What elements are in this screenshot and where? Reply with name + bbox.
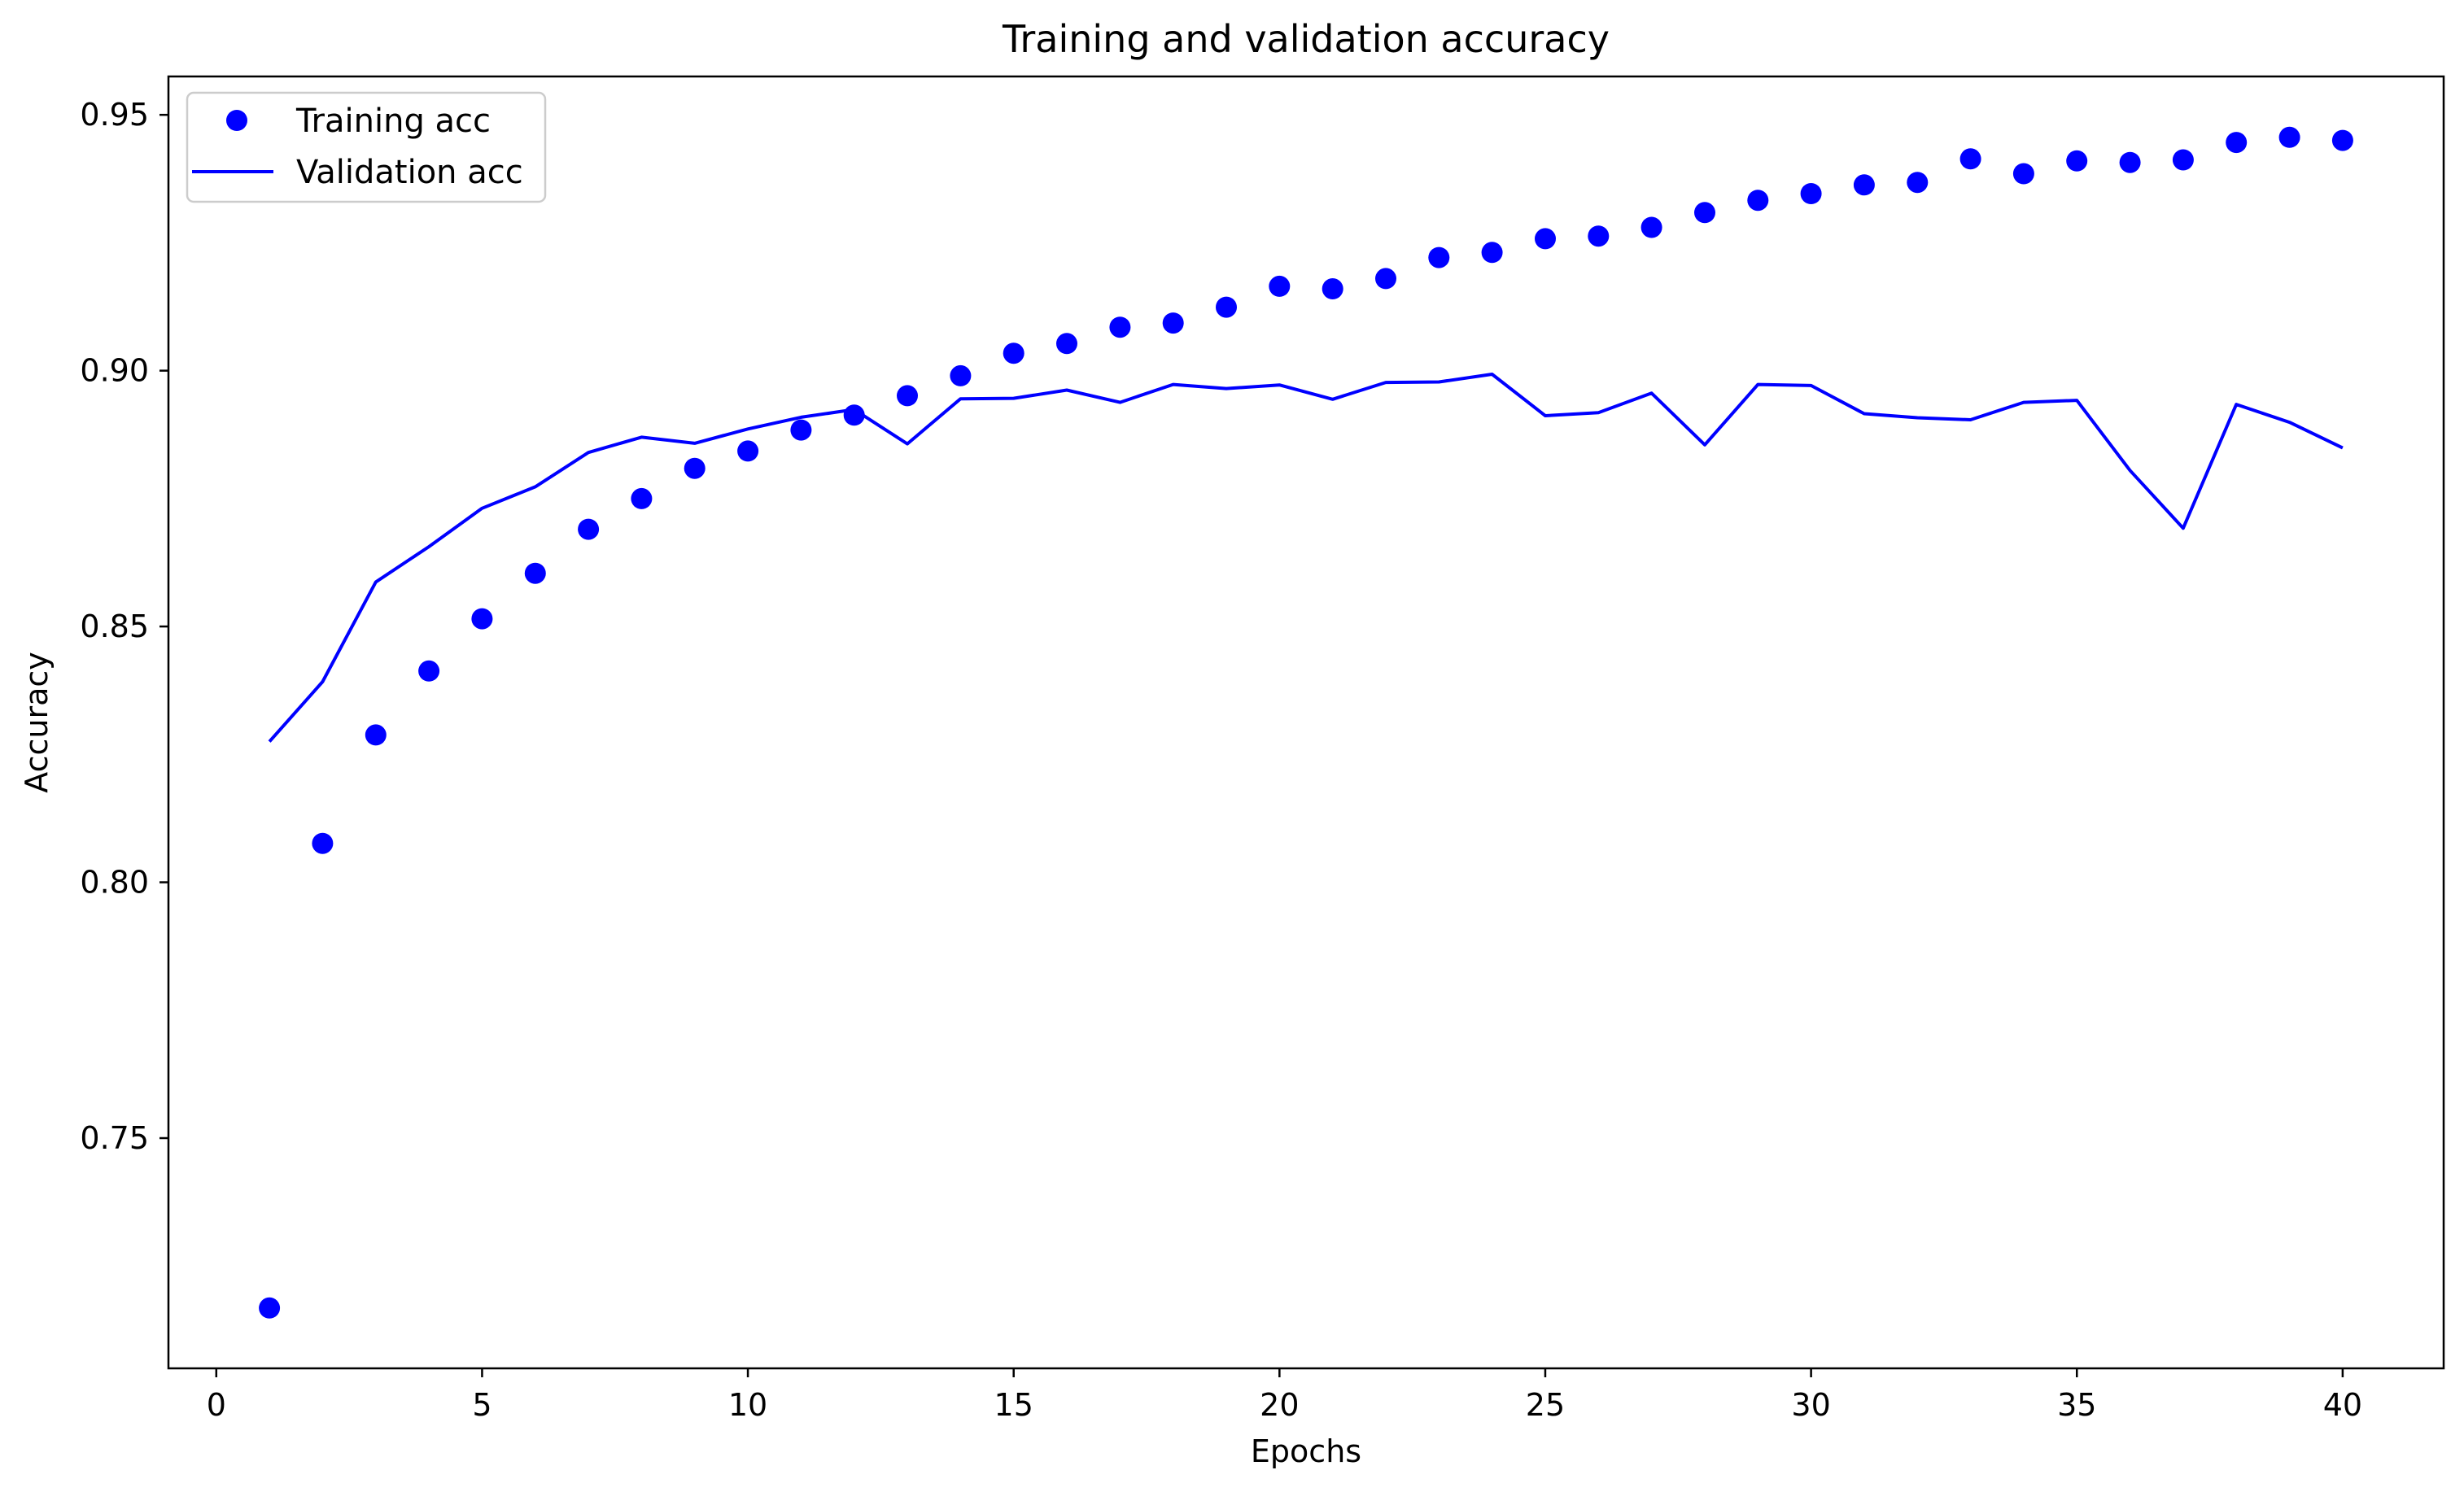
- training-acc-point: [1056, 333, 1077, 355]
- training-acc-point: [1640, 216, 1662, 238]
- training-acc-point: [1269, 275, 1291, 297]
- training-acc-point: [1322, 278, 1343, 299]
- training-acc-point: [259, 1297, 281, 1319]
- training-acc-point: [684, 457, 706, 479]
- legend-box: [186, 91, 547, 203]
- x-axis-title: Epochs: [1251, 1433, 1361, 1469]
- training-acc-point: [1535, 228, 1556, 250]
- training-acc-point: [2172, 149, 2194, 171]
- x-tick-label: 5: [472, 1387, 491, 1423]
- y-tick-label: 0.85: [80, 609, 149, 644]
- training-acc-point: [1428, 246, 1450, 268]
- training-acc-point: [1216, 296, 1237, 318]
- training-acc-point: [631, 487, 653, 509]
- training-acc-point: [790, 419, 812, 441]
- training-acc-point: [737, 440, 759, 462]
- x-tick-label: 20: [1260, 1387, 1299, 1423]
- training-acc-point: [1747, 190, 1769, 212]
- training-acc-point: [1375, 268, 1396, 290]
- x-tick-label: 15: [994, 1387, 1033, 1423]
- validation-acc-line: [268, 373, 2344, 743]
- y-tick-label: 0.95: [80, 97, 149, 133]
- training-acc-point: [1481, 242, 1503, 264]
- training-acc-point: [2066, 150, 2088, 172]
- training-acc-point: [1109, 316, 1131, 338]
- legend-marker-training: [226, 110, 247, 131]
- training-acc-point: [897, 385, 918, 407]
- training-acc-point: [524, 562, 546, 584]
- training-acc-point: [1694, 202, 1715, 224]
- x-tick-label: 25: [1526, 1387, 1565, 1423]
- training-acc-point: [843, 404, 865, 426]
- x-tick-label: 40: [2323, 1387, 2362, 1423]
- plot-frame: [167, 75, 2445, 1370]
- legend-label-training: Training acc: [295, 103, 491, 140]
- y-tick-label: 0.75: [80, 1120, 149, 1156]
- training-acc-point: [2012, 163, 2034, 185]
- x-tick-label: 30: [1791, 1387, 1830, 1423]
- training-acc-point: [312, 832, 334, 854]
- training-acc-point: [1853, 174, 1875, 196]
- x-tick-label: 35: [2057, 1387, 2096, 1423]
- y-tick-label: 0.80: [80, 865, 149, 901]
- training-acc-point: [950, 364, 972, 386]
- x-tick-label: 0: [207, 1387, 226, 1423]
- y-axis-ticks: 0.75 0.80 0.85 0.90 0.95: [80, 97, 168, 1156]
- training-acc-point: [1588, 225, 1610, 247]
- y-tick-label: 0.90: [80, 353, 149, 389]
- chart-title: Training and validation accuracy: [1002, 17, 1610, 61]
- training-acc-point: [1800, 183, 1822, 204]
- x-tick-label: 10: [728, 1387, 767, 1423]
- x-axis-ticks: 0 5 10 15 20 25 30 35 40: [207, 1368, 2362, 1423]
- training-acc-point: [1162, 312, 1184, 334]
- training-acc-point: [418, 660, 440, 682]
- training-acc-point: [1907, 172, 1929, 194]
- series-layer: [259, 126, 2353, 1319]
- legend-label-validation: Validation acc: [296, 154, 523, 191]
- legend: Training acc Validation acc: [186, 91, 547, 203]
- training-acc-point: [2226, 132, 2248, 154]
- training-acc-point: [365, 724, 387, 746]
- training-acc-point: [2331, 129, 2353, 151]
- y-axis-title: Accuracy: [19, 652, 55, 793]
- training-acc-point: [2119, 151, 2141, 173]
- training-acc-point: [1959, 148, 1981, 170]
- training-acc-point: [2278, 126, 2300, 148]
- training-acc-point: [578, 518, 600, 540]
- training-acc-point: [1003, 342, 1024, 364]
- training-acc-point: [471, 608, 493, 630]
